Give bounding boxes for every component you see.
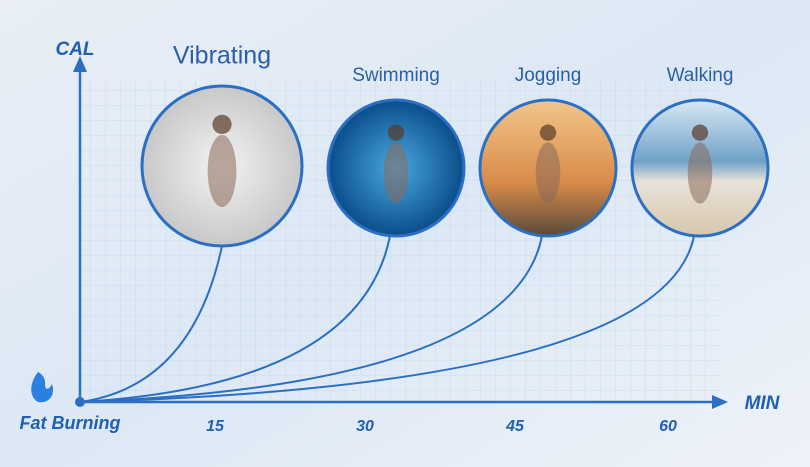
activity-label: Swimming [352, 65, 440, 86]
x-tick-label: 30 [356, 418, 374, 435]
x-tick-label: 45 [505, 418, 525, 435]
origin-label: Fat Burning [20, 413, 121, 433]
person [687, 142, 713, 204]
person [535, 142, 561, 204]
x-axis-label: MIN [745, 393, 781, 414]
person-head [387, 124, 405, 141]
x-ticks: 15 30 45 60 [206, 418, 677, 435]
x-arrow [712, 395, 728, 409]
x-tick-label: 60 [659, 418, 677, 435]
curve [79, 235, 695, 403]
activities: Vibrating Swimming Jogging Walking [79, 42, 770, 403]
curve [79, 235, 543, 403]
activity-label: Vibrating [173, 42, 271, 70]
person [383, 142, 409, 204]
flame-icon [31, 372, 54, 403]
activity-label: Walking [667, 65, 734, 86]
person-head [212, 114, 232, 134]
person-head [691, 124, 709, 141]
curve [79, 235, 391, 403]
person [207, 135, 237, 207]
activity-label: Jogging [515, 65, 582, 86]
person-head [539, 124, 557, 141]
curve [79, 245, 223, 403]
y-axis-label: CAL [55, 39, 94, 60]
x-tick-label: 15 [206, 418, 225, 435]
y-arrow [73, 56, 87, 72]
